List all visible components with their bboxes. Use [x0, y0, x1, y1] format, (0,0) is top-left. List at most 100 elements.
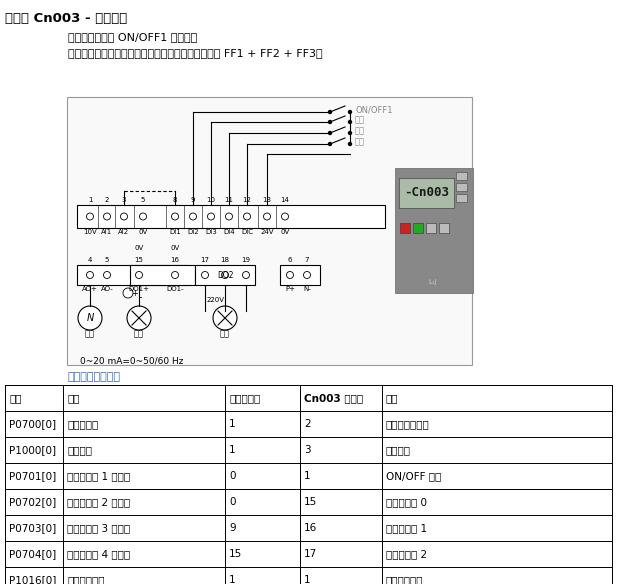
Circle shape	[286, 272, 294, 279]
Circle shape	[120, 213, 128, 220]
Text: 描述: 描述	[67, 393, 80, 403]
Text: 2: 2	[304, 419, 310, 429]
Bar	[456, 172, 467, 180]
Text: 0V: 0V	[170, 245, 180, 251]
Bar	[426, 223, 436, 233]
Text: 固定频率模式: 固定频率模式	[67, 575, 104, 584]
Text: DO1-: DO1-	[166, 286, 184, 292]
Text: 8: 8	[173, 197, 177, 203]
Text: 4: 4	[88, 257, 92, 263]
Text: P0701[0]: P0701[0]	[9, 471, 56, 481]
Circle shape	[86, 272, 94, 279]
Text: P0703[0]: P0703[0]	[9, 523, 56, 533]
Text: P0700[0]: P0700[0]	[9, 419, 56, 429]
Text: 14: 14	[281, 197, 289, 203]
Text: 低速: 低速	[355, 116, 365, 124]
Text: 220V: 220V	[207, 297, 225, 303]
Circle shape	[244, 213, 251, 220]
Text: 数字量输入 1 的功能: 数字量输入 1 的功能	[67, 471, 130, 481]
Bar	[399, 178, 454, 208]
Circle shape	[349, 142, 352, 145]
Bar	[456, 194, 467, 202]
Circle shape	[213, 306, 237, 330]
Circle shape	[263, 213, 270, 220]
Text: 13: 13	[262, 197, 271, 203]
Circle shape	[222, 272, 228, 279]
Text: 连接宏 Cn003 - 固定转速: 连接宏 Cn003 - 固定转速	[5, 12, 127, 25]
Circle shape	[349, 131, 352, 134]
Circle shape	[123, 288, 133, 298]
Bar	[400, 223, 410, 233]
Text: 固定频率: 固定频率	[386, 445, 411, 455]
Circle shape	[242, 272, 249, 279]
Text: 24V: 24V	[260, 229, 274, 235]
Text: 转速: 转速	[85, 329, 95, 338]
Bar	[413, 223, 423, 233]
Text: ON/OFF1: ON/OFF1	[355, 106, 392, 114]
Text: 中速: 中速	[355, 127, 365, 135]
Circle shape	[172, 213, 178, 220]
Circle shape	[225, 213, 233, 220]
Text: 工厂缺省值: 工厂缺省值	[229, 393, 260, 403]
Text: 运行: 运行	[134, 329, 144, 338]
Circle shape	[189, 213, 196, 220]
Text: 15: 15	[135, 257, 143, 263]
Text: 6: 6	[288, 257, 292, 263]
Text: +: +	[131, 288, 138, 297]
Circle shape	[104, 213, 110, 220]
Text: 5: 5	[105, 257, 109, 263]
Text: N-: N-	[303, 286, 311, 292]
Text: P+: P+	[285, 286, 295, 292]
Text: 1: 1	[88, 197, 93, 203]
Text: 固定转速位 0: 固定转速位 0	[386, 497, 427, 507]
Text: 0V: 0V	[280, 229, 289, 235]
Text: AI2: AI2	[118, 229, 130, 235]
Circle shape	[328, 120, 331, 123]
Text: 数字量输入 2 的功能: 数字量输入 2 的功能	[67, 497, 130, 507]
Bar	[67, 97, 472, 365]
Text: 10V: 10V	[83, 229, 97, 235]
Text: P1016[0]: P1016[0]	[9, 575, 56, 584]
Text: 15: 15	[229, 549, 242, 559]
Text: 参数: 参数	[9, 393, 22, 403]
Text: DO2: DO2	[217, 270, 233, 280]
Text: DI1: DI1	[169, 229, 181, 235]
Text: P1000[0]: P1000[0]	[9, 445, 56, 455]
Text: 3: 3	[304, 445, 310, 455]
Text: P0704[0]: P0704[0]	[9, 549, 56, 559]
Circle shape	[139, 213, 146, 220]
Circle shape	[304, 272, 310, 279]
Text: 19: 19	[241, 257, 251, 263]
Bar	[395, 168, 473, 293]
Text: 0V: 0V	[138, 229, 147, 235]
Circle shape	[328, 110, 331, 113]
Text: 2: 2	[105, 197, 109, 203]
Text: 1: 1	[304, 575, 310, 584]
Text: 15: 15	[304, 497, 317, 507]
Circle shape	[349, 120, 352, 123]
Text: L₁J: L₁J	[429, 279, 437, 285]
Text: ON/OFF 命令: ON/OFF 命令	[386, 471, 441, 481]
Text: 三种固定转速与 ON/OFF1 命令组合: 三种固定转速与 ON/OFF1 命令组合	[68, 32, 197, 42]
Bar	[77, 205, 385, 228]
Text: 1: 1	[229, 575, 236, 584]
Text: 备注: 备注	[386, 393, 399, 403]
Text: 0: 0	[229, 497, 236, 507]
Circle shape	[78, 306, 102, 330]
Bar	[456, 183, 467, 191]
Circle shape	[207, 213, 215, 220]
Circle shape	[172, 272, 178, 279]
Text: N: N	[86, 313, 94, 323]
Text: 数字量输入 3 的功能: 数字量输入 3 的功能	[67, 523, 130, 533]
Text: 1: 1	[304, 471, 310, 481]
Text: 7: 7	[305, 257, 309, 263]
Text: DO1+: DO1+	[128, 286, 149, 292]
Text: 数字量输入 4 的功能: 数字量输入 4 的功能	[67, 549, 130, 559]
Text: P0702[0]: P0702[0]	[9, 497, 56, 507]
Text: 17: 17	[304, 549, 317, 559]
Text: 连接宏参数设置：: 连接宏参数设置：	[68, 372, 121, 382]
Text: -: -	[138, 292, 142, 302]
Text: 0V: 0V	[135, 245, 144, 251]
Bar	[280, 265, 320, 285]
Text: Cn003 默认值: Cn003 默认值	[304, 393, 363, 403]
